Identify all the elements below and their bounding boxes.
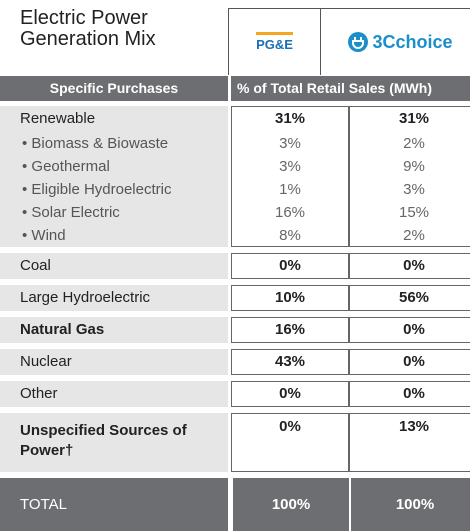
value-cell [349,285,470,311]
row-label: • Geothermal [22,158,110,175]
value-cell [231,285,349,311]
total-value: 100% [349,478,470,531]
row-value: 0% [403,321,425,338]
row-label: Nuclear [20,353,72,370]
row-value: 9% [403,158,425,175]
value-cell [231,106,349,247]
row-value: 15% [398,204,430,221]
row-value: 56% [398,289,430,306]
row-value: 3% [403,181,425,198]
label-cell [0,381,228,407]
title-line: Electric Power [20,7,148,29]
row-label: • Biomass & Biowaste [22,135,169,152]
row-value: 1% [279,181,301,198]
row-value: 16% [274,321,306,338]
3cchoice-logo: 3Cchoice [320,8,470,75]
row-label: • Eligible Hydroelectric [22,181,172,198]
row-value: 0% [279,385,301,402]
row-label: Natural Gas [20,321,105,338]
label-cell [0,285,228,311]
value-cell [231,317,349,343]
row-value: 16% [274,204,306,221]
value-cell [349,381,470,407]
label-cell [0,349,228,375]
row-label: • Solar Electric [22,204,120,221]
logo-text: 3Cchoice [372,31,453,52]
row-label: Other [20,385,58,402]
row-value: 31% [274,110,306,127]
value-cell [231,349,349,375]
value-cell [349,106,470,247]
row-value: 43% [274,353,306,370]
logo-text: PG&E [256,32,293,52]
title: Electric Power Generation Mix [20,8,156,50]
row-value: 3% [279,158,301,175]
total-value: 100% [231,478,349,531]
row-value: 8% [279,227,301,244]
label-cell [0,317,228,343]
row-label: Coal [20,257,51,274]
row-value: 2% [403,135,425,152]
label-cell [0,106,228,247]
row-label: • Wind [22,227,66,244]
value-cell [349,253,470,279]
value-cell [349,317,470,343]
title-line: Generation Mix [20,28,156,50]
column-header: % of Total Retail Sales (MWh) [231,76,470,101]
row-value: 31% [398,110,430,127]
value-cell [231,413,349,472]
row-label: Renewable [20,110,96,127]
row-value: 2% [403,227,425,244]
row-value: 0% [279,257,301,274]
column-header: Specific Purchases [0,76,228,101]
row-value: 13% [398,418,430,435]
row-value: 10% [274,289,306,306]
row-value: 0% [403,385,425,402]
value-cell [349,413,470,472]
value-cell [231,253,349,279]
logo-icon [348,32,369,52]
row-label: Unspecified Sources of Power† [20,422,187,459]
row-value: 0% [403,353,425,370]
value-cell [231,381,349,407]
total-label: TOTAL [0,478,228,531]
label-cell [0,413,228,472]
row-value: 0% [279,418,301,435]
row-value: 0% [403,257,425,274]
pge-logo: PG&E [228,8,321,75]
row-value: 3% [279,135,301,152]
value-cell [349,349,470,375]
row-label: Large Hydroelectric [20,289,151,306]
label-cell [0,253,228,279]
